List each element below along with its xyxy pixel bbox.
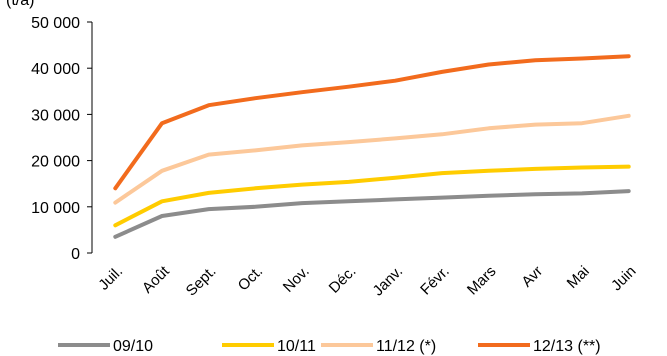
- x-tick-label: Mai: [564, 263, 593, 292]
- legend-label: 10/11: [277, 338, 316, 355]
- y-tick-label: 10 000: [31, 200, 80, 217]
- x-tick-label: Févr.: [417, 263, 453, 299]
- legend-label: 11/12 (*): [376, 338, 436, 355]
- legend-label: 09/10: [113, 338, 153, 355]
- x-tick-label: Déc.: [326, 263, 360, 297]
- x-axis-ticks: Juil. Août Sept. Oct. Nov. Déc. Janv. Févr. Mars…: [95, 262, 639, 299]
- series-line-3: [113, 54, 631, 191]
- x-tick-label: Avr: [518, 263, 546, 291]
- legend: 09/10 10/11 11/12 (*) 12/13 (**): [58, 338, 601, 355]
- series-line-0: [113, 189, 631, 239]
- legend-label: 12/13 (**): [533, 338, 601, 355]
- y-tick-label: 50 000: [31, 15, 80, 32]
- x-tick-label: Juin: [608, 263, 639, 294]
- y-tick-label: 40 000: [31, 61, 80, 78]
- x-tick-label: Oct.: [235, 263, 266, 294]
- series-line-2: [113, 113, 631, 205]
- series-lines: [113, 54, 631, 239]
- series-line-1: [113, 164, 631, 228]
- x-tick-label: Sept.: [183, 263, 220, 300]
- y-tick-label: 20 000: [31, 154, 80, 171]
- y-axis-unit-label: (t/a): [6, 0, 34, 9]
- y-tick-label: 0: [71, 246, 80, 263]
- y-tick-label: 30 000: [31, 107, 80, 124]
- x-tick-label: Janv.: [370, 263, 407, 300]
- x-tick-label: Mars: [464, 263, 500, 299]
- x-tick-label: Nov.: [280, 263, 313, 296]
- y-axis-ticks: 0 10 000 20 000 30 000 40 000 50 000: [31, 15, 92, 263]
- x-tick-label: Août: [139, 262, 173, 296]
- x-tick-label: Juil.: [95, 263, 126, 294]
